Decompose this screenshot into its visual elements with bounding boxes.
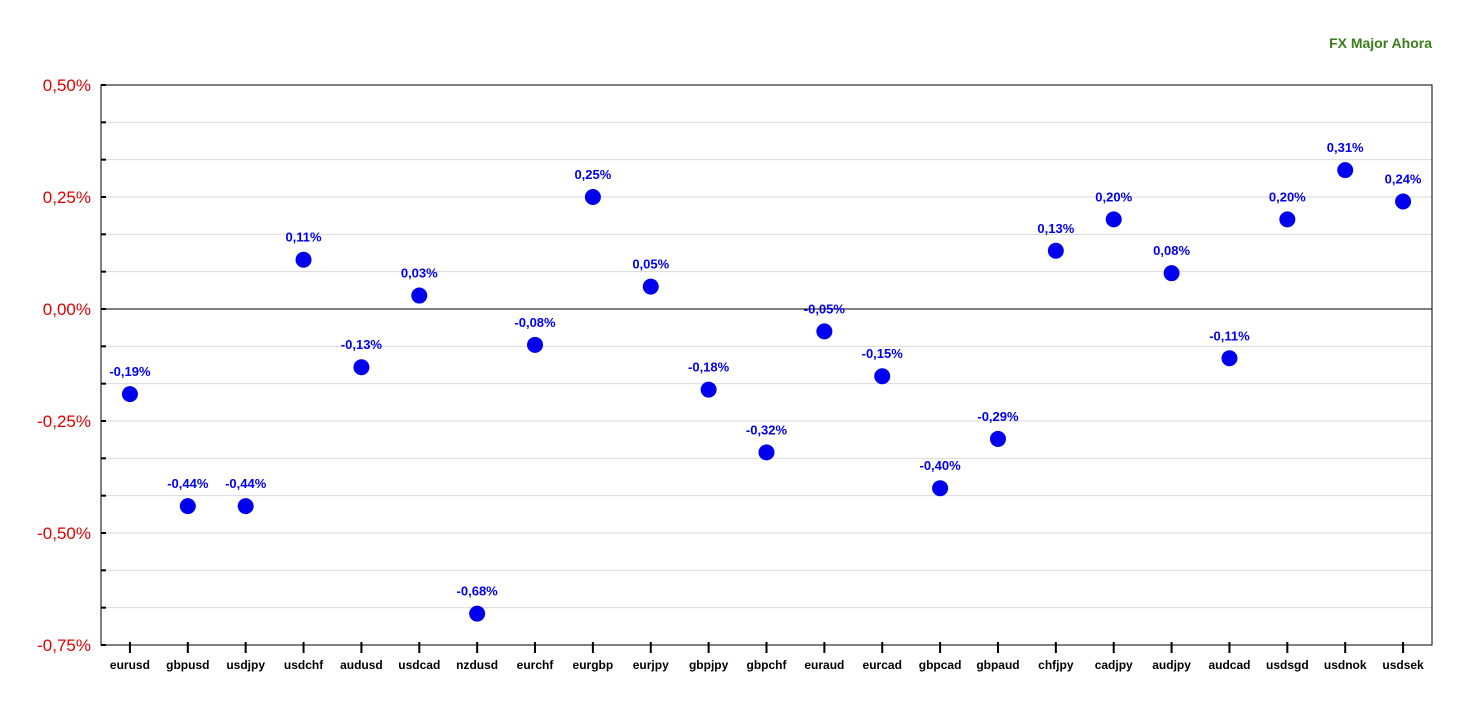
data-point — [353, 359, 370, 376]
data-point — [469, 605, 486, 622]
y-tick-label: -0,25% — [37, 412, 91, 431]
data-label: -0,05% — [804, 301, 846, 316]
x-tick-label: eurusd — [110, 658, 150, 672]
y-tick-label: 0,25% — [43, 188, 91, 207]
x-tick-label: eurjpy — [633, 658, 669, 672]
data-point — [584, 189, 601, 205]
data-label: 0,25% — [574, 167, 611, 182]
data-point — [1395, 193, 1412, 210]
data-label: -0,32% — [746, 422, 788, 437]
data-point — [179, 498, 196, 515]
points-layer: -0,19% -0,44% -0,44% 0,11% -0,13% 0,03% -0,68%… — [109, 140, 1422, 622]
data-label: -0,18% — [688, 360, 730, 375]
x-tick-label: gbpcad — [919, 658, 962, 672]
data-point — [237, 498, 254, 515]
y-tick-label: -0,50% — [37, 524, 91, 543]
x-tick-label: gbpchf — [747, 658, 788, 672]
x-tick-label: audjpy — [1152, 658, 1191, 672]
data-label: 0,05% — [632, 257, 669, 272]
data-point — [932, 480, 949, 497]
data-label: 0,11% — [285, 230, 322, 245]
data-point — [816, 323, 833, 340]
data-point — [527, 336, 544, 353]
data-label: -0,68% — [457, 584, 499, 599]
y-tick-label: 0,50% — [43, 76, 91, 95]
axis-layer: 0,50% 0,25% 0,00% -0,25% -0,50% -0,75% eurusd g… — [37, 76, 1424, 672]
x-tick-label: usdsgd — [1266, 658, 1309, 672]
data-point — [411, 287, 428, 304]
x-tick-label: usdsek — [1382, 658, 1424, 672]
data-label: 0,20% — [1095, 189, 1132, 204]
x-tick-label: chfjpy — [1038, 658, 1074, 672]
data-point — [700, 381, 717, 398]
x-tick-label: usdnok — [1324, 658, 1367, 672]
x-tick-label: eurchf — [517, 658, 555, 672]
data-point — [758, 444, 775, 461]
data-point — [1105, 211, 1122, 228]
data-label: -0,19% — [109, 364, 151, 379]
x-tick-label: usdjpy — [226, 658, 265, 672]
y-tick-label: 0,00% — [43, 300, 91, 319]
data-point — [1221, 350, 1238, 367]
data-point — [874, 368, 891, 385]
x-tick-label: audcad — [1208, 658, 1250, 672]
x-tick-label: usdcad — [398, 658, 440, 672]
data-label: -0,13% — [341, 337, 383, 352]
data-point — [1337, 162, 1354, 179]
data-label: -0,15% — [862, 346, 904, 361]
data-label: -0,08% — [514, 315, 556, 330]
data-label: 0,31% — [1327, 140, 1364, 155]
chart-title: FX Major Ahora — [1329, 35, 1432, 51]
data-label: 0,03% — [401, 266, 438, 281]
y-tick-label: -0,75% — [37, 636, 91, 655]
data-point — [1163, 265, 1180, 282]
x-tick-label: eurgbp — [573, 658, 614, 672]
data-label: -0,40% — [920, 458, 962, 473]
data-label: 0,24% — [1385, 171, 1422, 186]
x-tick-label: gbpjpy — [689, 658, 729, 672]
x-tick-label: eurcad — [863, 658, 902, 672]
data-point — [1047, 242, 1064, 259]
x-tick-label: cadjpy — [1095, 658, 1133, 672]
data-point — [989, 430, 1006, 447]
x-tick-label: usdchf — [284, 658, 324, 672]
x-tick-label: audusd — [340, 658, 383, 672]
data-label: -0,11% — [1209, 328, 1250, 343]
x-tick-label: euraud — [804, 658, 844, 672]
data-point — [121, 386, 138, 403]
data-label: 0,13% — [1037, 221, 1074, 236]
x-tick-label: gbpusd — [166, 658, 209, 672]
data-label: 0,20% — [1269, 189, 1306, 204]
data-point — [1279, 211, 1296, 228]
data-label: -0,29% — [977, 409, 1019, 424]
data-label: 0,08% — [1153, 243, 1190, 258]
data-label: -0,44% — [167, 476, 209, 491]
x-tick-label: gbpaud — [976, 658, 1019, 672]
data-point — [642, 278, 659, 295]
data-point — [295, 251, 312, 268]
data-label: -0,44% — [225, 476, 267, 491]
x-tick-label: nzdusd — [456, 658, 498, 672]
